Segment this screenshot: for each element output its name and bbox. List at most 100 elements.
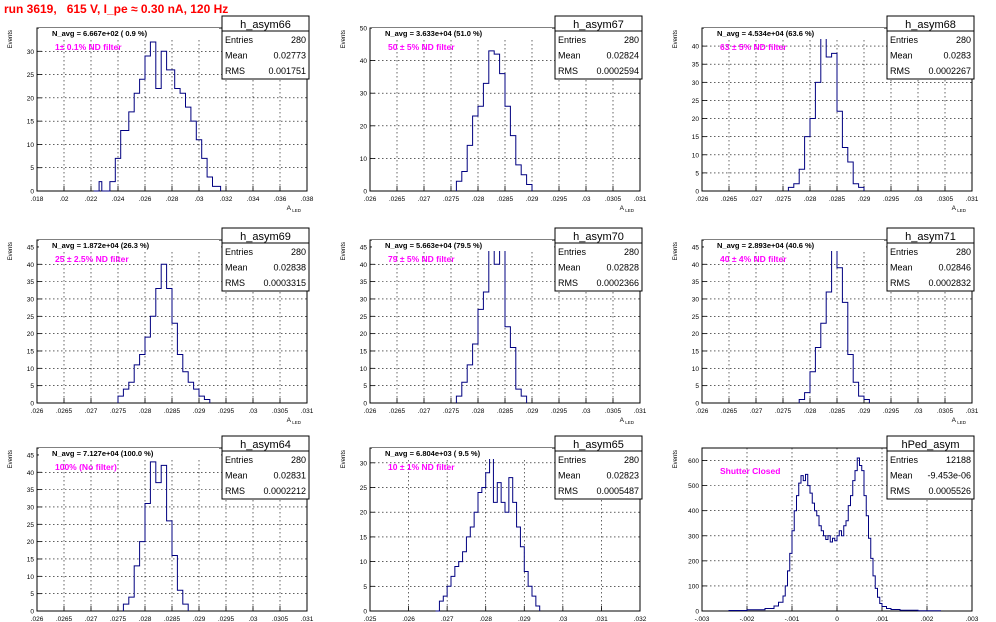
y-tick-label: 35 [692,62,700,69]
x-tick-label: .022 [85,196,98,203]
stats-value: 0.0002267 [928,66,971,76]
stats-value: 0.0005487 [596,486,639,496]
x-axis-title: A LED [952,417,967,425]
stats-value: 280 [291,247,306,257]
stats-title: hPed_asym [901,439,959,451]
x-tick-label: .0265 [721,408,738,415]
y-tick-label: 10 [692,152,700,159]
y-tick-label: 100 [688,583,699,590]
x-tick-label: .0305 [605,196,622,203]
filter-label: 10 ± 1% ND filter [388,462,455,472]
x-tick-label: .032 [220,196,233,203]
x-tick-label: .031 [301,408,314,415]
y-axis-title: Events [8,450,14,468]
x-tick-label: .024 [112,196,125,203]
x-tick-label: .029 [518,616,531,622]
x-tick-label: .0265 [389,196,406,203]
stats-key: Mean [890,51,913,61]
histogram-panel-h_asym71: .026 .0265 .027 .0275 .028 .0285 .029 .0295 .03.… [673,227,979,425]
stats-key: Mean [558,51,581,61]
histogram-line [435,457,541,612]
y-axis-title: Events [341,450,347,468]
filter-label: Shutter Closed [720,466,780,476]
stats-key: RMS [558,278,578,288]
page-title: run 3619, 615 V, I_pe ≈ 0.30 nA, 120 Hz [4,2,229,16]
y-tick-label: 15 [692,348,700,355]
x-tick-label: .03 [194,196,203,203]
x-tick-label: .031 [595,616,608,622]
x-tick-label: .031 [301,616,314,622]
y-tick-label: 15 [27,119,35,126]
y-tick-label: 25 [360,314,368,321]
stats-value: 0.02831 [273,471,306,481]
x-tick-label: .03 [581,196,590,203]
y-tick-label: 5 [695,383,699,390]
navg-box [704,28,884,39]
stats-value: 0.001751 [268,66,306,76]
x-tick-label: .028 [804,196,817,203]
y-tick-label: 20 [360,331,368,338]
x-tick-label: .026 [31,408,44,415]
stats-key: Entries [558,35,587,45]
y-tick-label: 400 [688,508,699,515]
stats-key: RMS [890,486,910,496]
y-tick-label: 30 [360,460,368,467]
x-tick-label: .0285 [829,196,846,203]
x-tick-label: .028 [804,408,817,415]
x-tick-label: .003 [966,616,979,622]
x-tick-label: .0295 [551,196,568,203]
y-tick-label: 5 [30,383,34,390]
x-tick-label: .029 [193,408,206,415]
x-tick-label: .031 [634,196,647,203]
x-axis-title: A LED [620,205,635,213]
x-tick-label: .027 [441,616,454,622]
stats-value: 0.0002366 [596,278,639,288]
y-tick-label: 40 [692,262,700,269]
y-tick-label: 10 [360,156,368,163]
navg-label: N_avg = 6.804e+03 ( 9.5 %) [385,449,481,458]
histogram-panel-h_asym67: .026 .0265 .027 .0275 .028 .0285 .029 .0295 .03.… [341,15,647,213]
stats-key: Entries [890,35,919,45]
filter-label: 63 ± 5% ND filter [720,42,787,52]
y-tick-label: 0 [695,609,699,616]
stats-value: 0.0002212 [263,486,306,496]
x-tick-label: .026 [139,196,152,203]
x-tick-label: .027 [85,616,98,622]
y-tick-label: 15 [360,534,368,541]
histogram-line [117,263,211,403]
y-tick-label: 0 [30,401,34,408]
navg-box [372,28,552,39]
stats-title: h_asym67 [573,19,624,31]
x-tick-label: .03 [558,616,567,622]
x-tick-label: .026 [696,408,709,415]
y-axis-title: Events [341,242,347,260]
y-tick-label: 30 [27,49,35,56]
stats-key: Entries [890,247,919,257]
stats-value: 280 [291,35,306,45]
y-tick-label: 0 [30,189,34,196]
stats-key: RMS [225,278,245,288]
stats-title: h_asym71 [905,231,956,243]
stats-title: h_asym66 [240,19,291,31]
y-tick-label: 40 [360,262,368,269]
x-tick-label: .0285 [164,616,181,622]
y-axis-title: Events [8,30,14,48]
stats-value: 280 [956,247,971,257]
y-tick-label: 30 [692,80,700,87]
y-tick-label: 10 [27,574,35,581]
stats-key: Entries [558,455,587,465]
y-tick-label: 45 [27,452,35,459]
x-axis-title: A LED [287,205,302,213]
x-tick-label: .026 [402,616,415,622]
x-tick-label: .027 [750,408,763,415]
x-tick-label: .036 [274,196,287,203]
x-tick-label: .0265 [721,196,738,203]
x-tick-label: .028 [139,408,152,415]
x-tick-label: .002 [921,616,934,622]
x-tick-label: .031 [966,196,979,203]
y-axis-title: Events [673,450,679,468]
x-tick-label: .0295 [551,408,568,415]
y-tick-label: 45 [692,244,700,251]
y-tick-label: 35 [27,279,35,286]
y-tick-label: 25 [27,314,35,321]
